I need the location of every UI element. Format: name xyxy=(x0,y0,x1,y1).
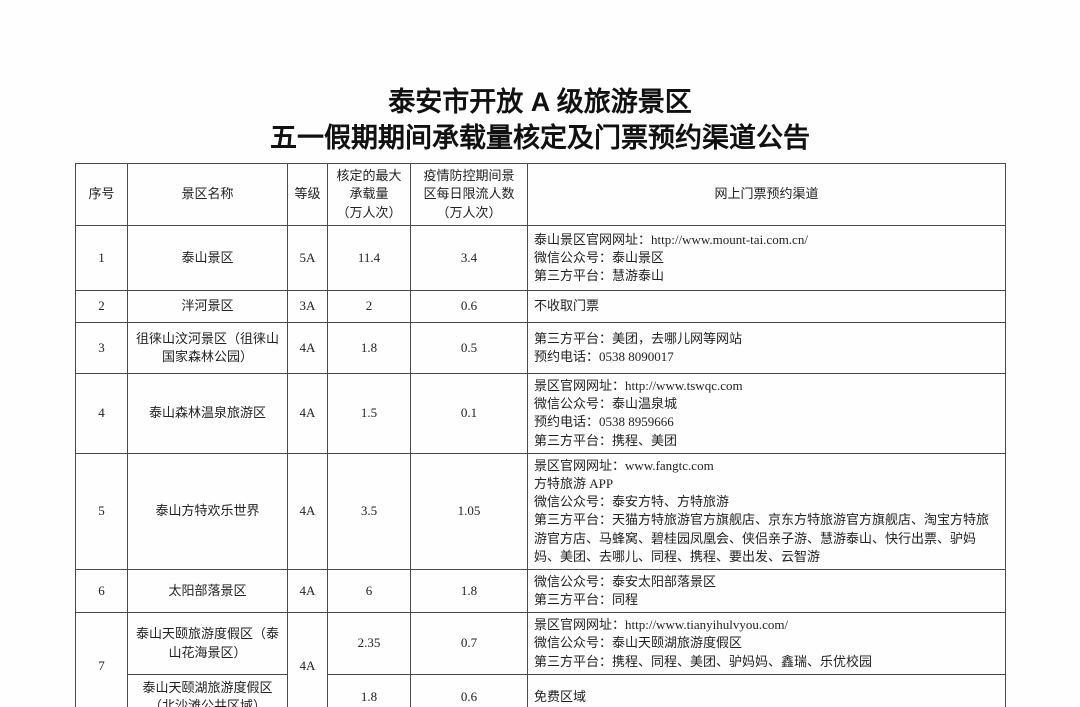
cell-channels: 景区官网网址：www.fangtc.com 方特旅游 APP 微信公众号：泰安方… xyxy=(527,452,1006,570)
cell-name: 泰山方特欢乐世界 xyxy=(127,452,288,570)
header-seq: 序号 xyxy=(75,163,128,226)
page-title: 泰安市开放 A 级旅游景区 五一假期期间承载量核定及门票预约渠道公告 xyxy=(0,84,1080,157)
cell-name: 泰山景区 xyxy=(127,225,288,291)
cell-grade: 4A xyxy=(287,373,328,454)
cell-grade: 3A xyxy=(287,290,328,323)
cell-channels: 泰山景区官网网址：http://www.mount-tai.com.cn/ 微信… xyxy=(527,225,1006,291)
table-row: 1 泰山景区 5A 11.4 3.4 泰山景区官网网址：http://www.m… xyxy=(75,225,1006,291)
cell-limit: 0.6 xyxy=(410,290,528,323)
cell-seq: 1 xyxy=(75,225,128,291)
cell-limit: 0.5 xyxy=(410,322,528,374)
cell-limit: 1.05 xyxy=(410,452,528,570)
cell-limit: 3.4 xyxy=(410,225,528,291)
scenic-area-table: 序号 景区名称 等级 核定的最大 承载量 （万人次） 疫情防控期间景 区每日限流… xyxy=(75,163,1006,707)
cell-name: 泰山森林温泉旅游区 xyxy=(127,373,288,454)
cell-grade: 5A xyxy=(287,225,328,291)
cell-capacity: 1.8 xyxy=(327,673,411,707)
cell-grade: 4A xyxy=(287,612,328,707)
cell-capacity: 2.35 xyxy=(327,612,411,675)
cell-channels: 免费区域 xyxy=(527,673,1006,707)
table-row: 5 泰山方特欢乐世界 4A 3.5 1.05 景区官网网址：www.fangtc… xyxy=(75,452,1006,570)
cell-capacity: 1.8 xyxy=(327,322,411,374)
cell-seq: 6 xyxy=(75,568,128,614)
cell-capacity: 6 xyxy=(327,568,411,614)
cell-grade: 4A xyxy=(287,568,328,614)
cell-capacity: 1.5 xyxy=(327,373,411,454)
header-name: 景区名称 xyxy=(127,163,288,226)
table-row: 3 徂徕山汶河景区（徂徕山国家森林公园） 4A 1.8 0.5 第三方平台：美团… xyxy=(75,322,1006,374)
cell-channels: 第三方平台：美团，去哪儿网等网站 预约电话：0538 8090017 xyxy=(527,322,1006,374)
header-limit: 疫情防控期间景 区每日限流人数 （万人次） xyxy=(410,163,528,226)
cell-seq: 5 xyxy=(75,452,128,570)
header-channels: 网上门票预约渠道 xyxy=(527,163,1006,226)
header-capacity: 核定的最大 承载量 （万人次） xyxy=(327,163,411,226)
cell-capacity: 2 xyxy=(327,290,411,323)
cell-seq: 3 xyxy=(75,322,128,374)
cell-seq: 4 xyxy=(75,373,128,454)
cell-grade: 4A xyxy=(287,452,328,570)
table-row: 泰山天颐湖旅游度假区（北沙滩公共区域） 1.8 0.6 免费区域 xyxy=(76,673,1006,707)
cell-limit: 0.6 xyxy=(410,673,528,707)
cell-seq: 7 xyxy=(75,612,128,707)
table-row: 7 泰山天颐旅游度假区（泰山花海景区） 4A 2.35 0.7 景区官网网址：h… xyxy=(75,612,1006,707)
cell-limit: 0.1 xyxy=(410,373,528,454)
cell-seq: 2 xyxy=(75,290,128,323)
cell-name: 徂徕山汶河景区（徂徕山国家森林公园） xyxy=(127,322,288,374)
cell-capacity: 11.4 xyxy=(327,225,411,291)
cell-name: 泰山天颐湖旅游度假区（北沙滩公共区域） xyxy=(127,673,288,707)
cell-channels: 微信公众号：泰安太阳部落景区 第三方平台：同程 xyxy=(527,568,1006,614)
table-row: 2 泮河景区 3A 2 0.6 不收取门票 xyxy=(75,290,1006,323)
cell-channels: 不收取门票 xyxy=(527,290,1006,323)
cell-limit: 0.7 xyxy=(410,612,528,675)
cell-grade: 4A xyxy=(287,322,328,374)
table-header-row: 序号 景区名称 等级 核定的最大 承载量 （万人次） 疫情防控期间景 区每日限流… xyxy=(75,163,1006,226)
page-title-line2: 五一假期期间承载量核定及门票预约渠道公告 xyxy=(270,123,810,154)
cell-name: 泰山天颐旅游度假区（泰山花海景区） xyxy=(127,612,288,675)
header-grade: 等级 xyxy=(287,163,328,226)
cell-name: 太阳部落景区 xyxy=(127,568,288,614)
cell-limit: 1.8 xyxy=(410,568,528,614)
cell-channels: 景区官网网址：http://www.tianyihulvyou.com/ 微信公… xyxy=(527,612,1006,675)
cell-name: 泮河景区 xyxy=(127,290,288,323)
cell-capacity: 3.5 xyxy=(327,452,411,570)
cell-channels: 景区官网网址：http://www.tswqc.com 微信公众号：泰山温泉城 … xyxy=(527,373,1006,454)
table-row: 4 泰山森林温泉旅游区 4A 1.5 0.1 景区官网网址：http://www… xyxy=(75,373,1006,454)
table-row: 6 太阳部落景区 4A 6 1.8 微信公众号：泰安太阳部落景区 第三方平台：同… xyxy=(75,568,1006,614)
page-title-line1: 泰安市开放 A 级旅游景区 xyxy=(388,87,692,117)
